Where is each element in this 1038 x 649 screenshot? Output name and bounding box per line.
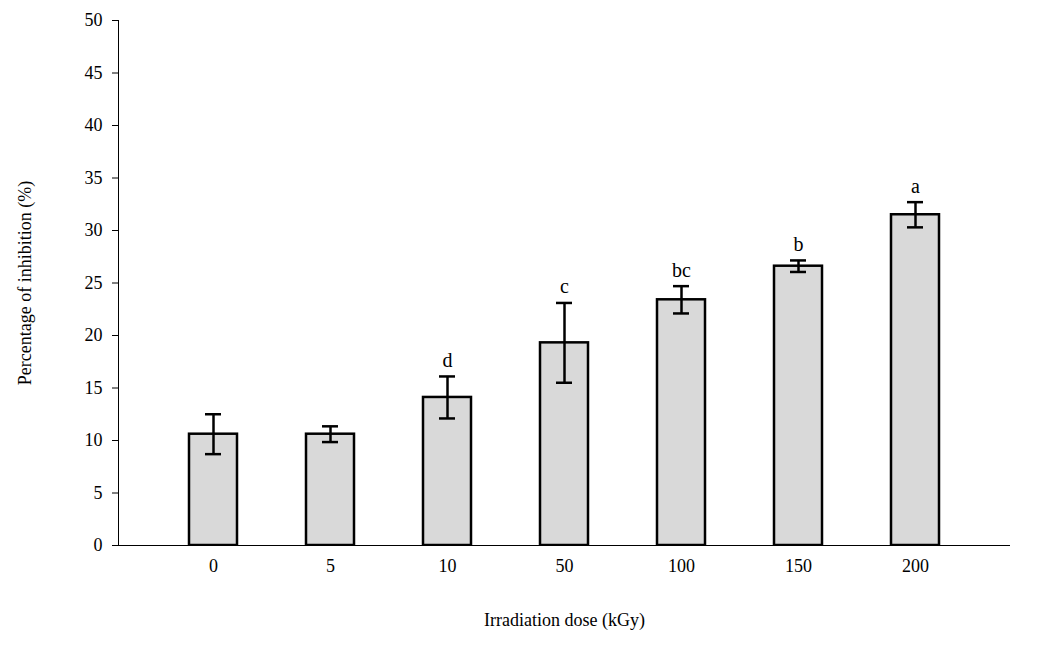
svg-text:15: 15: [85, 378, 103, 398]
svg-text:10: 10: [439, 556, 457, 576]
svg-text:5: 5: [326, 556, 335, 576]
svg-text:100: 100: [668, 556, 695, 576]
svg-text:bc: bc: [672, 259, 691, 281]
svg-text:0: 0: [94, 535, 103, 555]
svg-text:d: d: [443, 349, 453, 371]
svg-text:b: b: [794, 233, 804, 255]
svg-text:50: 50: [85, 10, 103, 30]
svg-text:c: c: [560, 275, 569, 297]
svg-text:Irradiation dose (kGy): Irradiation dose (kGy): [484, 610, 645, 631]
svg-text:150: 150: [785, 556, 812, 576]
svg-text:20: 20: [85, 325, 103, 345]
svg-text:35: 35: [85, 168, 103, 188]
svg-text:50: 50: [556, 556, 574, 576]
svg-text:Percentage of inhibition (%): Percentage of inhibition (%): [15, 181, 36, 385]
svg-text:40: 40: [85, 115, 103, 135]
svg-text:10: 10: [85, 430, 103, 450]
svg-text:0: 0: [209, 556, 218, 576]
svg-text:25: 25: [85, 273, 103, 293]
svg-text:30: 30: [85, 220, 103, 240]
svg-text:5: 5: [94, 483, 103, 503]
svg-text:200: 200: [902, 556, 929, 576]
svg-text:a: a: [911, 175, 920, 197]
svg-text:45: 45: [85, 63, 103, 83]
